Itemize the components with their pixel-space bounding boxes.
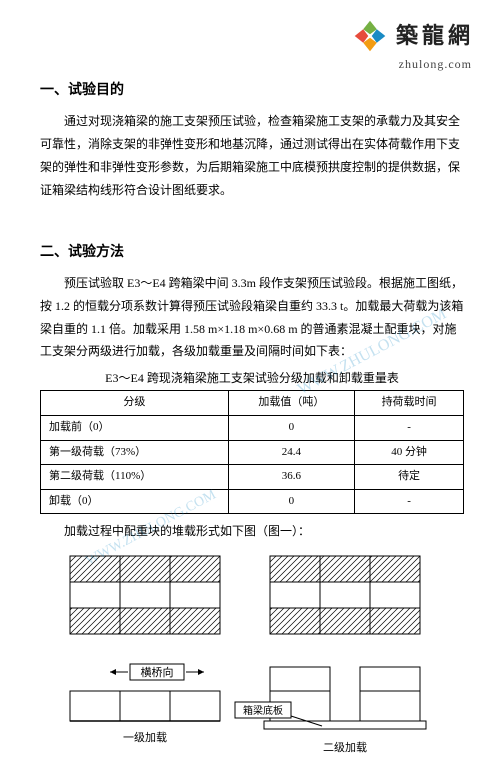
table-header-row: 分级 加载值（吨） 持荷载时间 bbox=[41, 391, 464, 416]
table-header: 分级 bbox=[41, 391, 229, 416]
table-row: 第二级荷载（110%） 36.6 待定 bbox=[41, 465, 464, 490]
table-cell: 第一级荷载（73%） bbox=[41, 440, 229, 465]
logo-icon bbox=[353, 19, 387, 53]
section2-heading: 二、试验方法 bbox=[40, 242, 464, 264]
table-cell: - bbox=[355, 489, 464, 514]
table-cell: 40 分钟 bbox=[355, 440, 464, 465]
spacing-label: 横桥向 bbox=[141, 665, 174, 679]
table-cell: 24.4 bbox=[228, 440, 354, 465]
table-cell: 0 bbox=[228, 489, 354, 514]
table-row: 卸载（0） 0 - bbox=[41, 489, 464, 514]
brand-name-cn: 築龍網 bbox=[396, 18, 474, 53]
table-row: 第一级荷载（73%） 24.4 40 分钟 bbox=[41, 440, 464, 465]
table-header: 持荷载时间 bbox=[355, 391, 464, 416]
table-cell: 卸载（0） bbox=[41, 489, 229, 514]
load-table: 分级 加载值（吨） 持荷载时间 加载前（0） 0 - 第一级荷载（73%） 24… bbox=[40, 390, 464, 514]
table-title: E3～E4 跨现浇箱梁施工支架试验分级加载和卸载重量表 bbox=[40, 369, 464, 388]
table-row: 加载前（0） 0 - bbox=[41, 415, 464, 440]
table-cell: - bbox=[355, 415, 464, 440]
table-header: 加载值（吨） bbox=[228, 391, 354, 416]
figure-caption: 加载过程中配重块的堆载形式如下图（图一）： bbox=[40, 522, 464, 541]
section2-paragraph: 预压试验取 E3～E4 跨箱梁中间 3.3m 段作支架预压试验段。根据施工图纸，… bbox=[40, 272, 464, 363]
level2-row bbox=[264, 667, 426, 729]
brand-name-en: zhulong.com bbox=[353, 55, 474, 74]
table-cell: 加载前（0） bbox=[41, 415, 229, 440]
right-stack bbox=[270, 556, 420, 634]
level1-row bbox=[70, 691, 220, 721]
table-cell: 第二级荷载（110%） bbox=[41, 465, 229, 490]
spacing-label-group: 横桥向 bbox=[110, 664, 204, 680]
beam-bottom-label: 箱梁底板 bbox=[243, 704, 283, 717]
table-cell: 36.6 bbox=[228, 465, 354, 490]
level2-label: 二级加载 bbox=[323, 741, 367, 754]
section1-paragraph: 通过对现浇箱梁的施工支架预压试验，检查箱梁施工支架的承载力及其安全可靠性，消除支… bbox=[40, 110, 464, 201]
table-cell: 0 bbox=[228, 415, 354, 440]
section1-heading: 一、试验目的 bbox=[40, 80, 464, 102]
figure-one: 横桥向 一级加载 箱梁底板 二级加载 bbox=[40, 546, 464, 772]
level1-label: 一级加载 bbox=[123, 731, 167, 744]
left-stack bbox=[70, 556, 220, 634]
brand-block: 築龍網 zhulong.com bbox=[353, 18, 474, 74]
table-cell: 待定 bbox=[355, 465, 464, 490]
